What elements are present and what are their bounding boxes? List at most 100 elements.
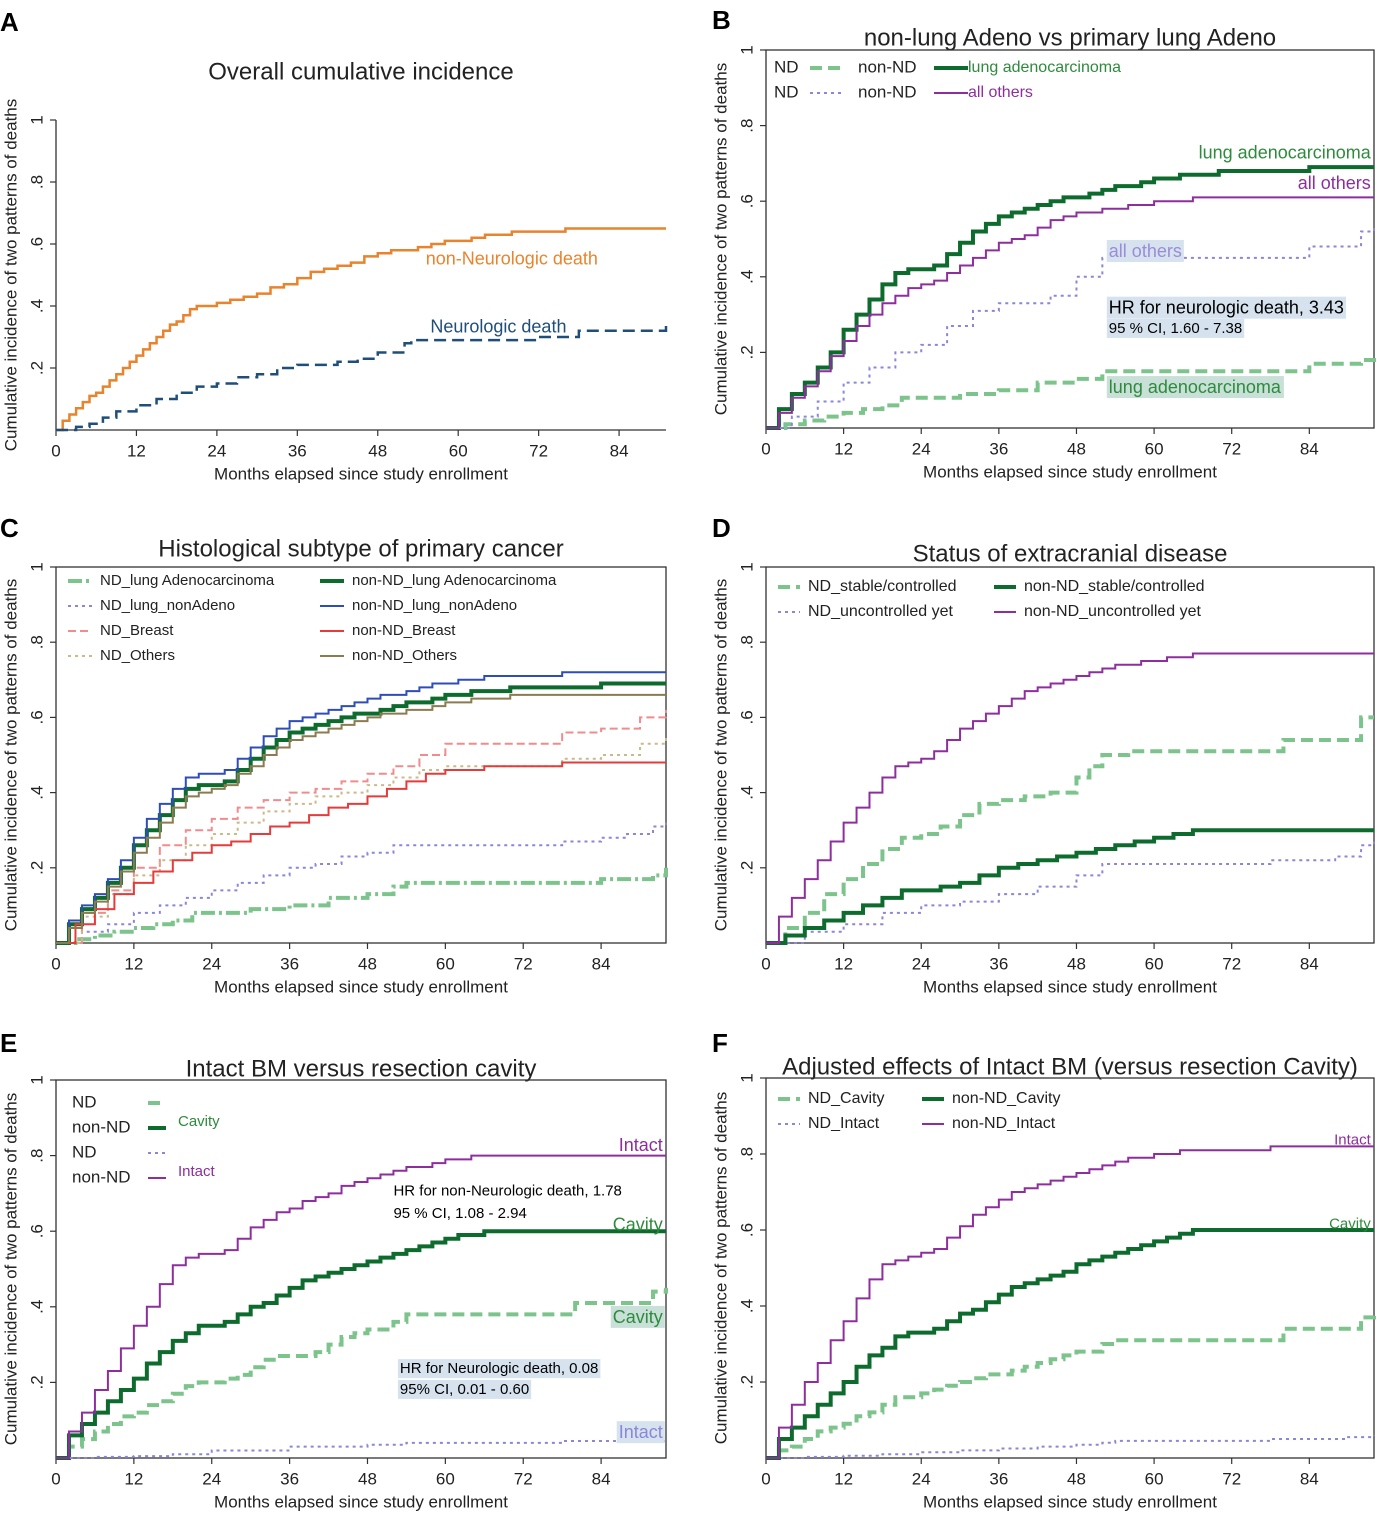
plot-frame	[765, 49, 1375, 429]
x-tick-label: 0	[761, 954, 770, 973]
series-line	[56, 1439, 667, 1459]
legend-label: ND_stable/controlled	[808, 578, 957, 595]
x-tick-label: 12	[124, 954, 143, 973]
x-tick-label: 48	[358, 954, 377, 973]
legend-label: non-ND_stable/controlled	[1024, 578, 1205, 595]
plot-frame	[765, 566, 1375, 944]
x-tick-label: 72	[1222, 439, 1241, 458]
legend-label: ND_Cavity	[808, 1090, 884, 1107]
x-tick-label: 36	[288, 441, 307, 460]
y-axis-label: Cumulative incidence of two patterns of …	[1, 1093, 20, 1445]
legend-label: ND_lung_nonAdeno	[100, 597, 235, 614]
legend-label: non-ND_lung Adenocarcinoma	[352, 572, 557, 589]
y-axis-label: Cumulative incidence of two patterns of …	[711, 579, 730, 931]
y-tick-label: .4	[27, 299, 46, 313]
series-line	[766, 1313, 1376, 1460]
series-line	[766, 1145, 1374, 1459]
legend-label: non-ND	[72, 1117, 131, 1136]
series-line	[766, 1435, 1375, 1459]
legend-label: ND	[72, 1092, 97, 1111]
y-tick-label: .4	[27, 786, 46, 800]
annotation-highlight	[397, 1379, 532, 1399]
legend-label: ND_Breast	[100, 622, 174, 639]
annotation: lung adenocarcinoma	[1199, 143, 1372, 163]
legend-label: non-ND_lung_nonAdeno	[352, 597, 517, 614]
legend-label: non-ND	[858, 82, 917, 101]
y-tick-label: .8	[27, 175, 46, 189]
series-line	[56, 324, 668, 432]
y-tick-label: 1	[737, 562, 756, 571]
plot-frame	[55, 1079, 667, 1459]
y-axis-label: Cumulative incidence of two patterns of …	[1, 579, 20, 931]
x-tick-label: 0	[51, 1469, 60, 1488]
y-tick-label: .2	[27, 361, 46, 375]
x-tick-label: 12	[834, 439, 853, 458]
x-tick-label: 48	[368, 441, 387, 460]
series-line	[56, 693, 666, 944]
series-line	[56, 1154, 666, 1459]
chart-title: Overall cumulative incidence	[208, 58, 513, 85]
annotation: Cavity	[1329, 1215, 1371, 1232]
x-tick-label: 24	[912, 954, 931, 973]
panel-letter: D	[712, 513, 731, 543]
x-tick-label: 12	[834, 954, 853, 973]
x-tick-label: 72	[1222, 954, 1241, 973]
chart-title: Intact BM versus resection cavity	[186, 1055, 537, 1082]
legend-label: ND	[72, 1142, 97, 1161]
plot-frame	[55, 566, 667, 944]
series-line	[56, 709, 667, 944]
x-tick-label: 0	[761, 1469, 770, 1488]
legend-group-label: Intact	[178, 1163, 216, 1180]
x-axis-label: Months elapsed since study enrollment	[214, 977, 508, 996]
legend-label: ND_lung Adenocarcinoma	[100, 572, 275, 589]
y-tick-label: .4	[27, 1300, 46, 1314]
legend-group-label: lung adenocarcinoma	[968, 59, 1121, 76]
y-tick-label: .4	[737, 1299, 756, 1313]
y-tick-label: .6	[27, 1224, 46, 1238]
annotation: non-Neurologic death	[426, 248, 598, 268]
annotation-highlight	[616, 1421, 665, 1444]
panel-d: D Status of extracranial disease 0 12 24 36 48…	[711, 513, 1375, 996]
annotation: 95 % CI, 1.60 - 7.38	[1109, 320, 1242, 337]
legend-label: non-ND_Others	[352, 647, 457, 664]
x-tick-label: 60	[436, 954, 455, 973]
panel-a: A Overall cumulative incidence 0 12 24 36 48 60…	[0, 7, 668, 483]
y-tick-label: 1	[27, 562, 46, 571]
x-tick-label: 36	[989, 439, 1008, 458]
series-line	[766, 196, 1374, 429]
x-tick-label: 12	[834, 1469, 853, 1488]
x-tick-label: 84	[1300, 954, 1319, 973]
legend-label: ND_Others	[100, 647, 175, 664]
x-tick-label: 84	[592, 1469, 611, 1488]
y-tick-label: 1	[27, 115, 46, 124]
x-tick-label: 84	[592, 954, 611, 973]
x-tick-label: 48	[1067, 1469, 1086, 1488]
series-line	[56, 1229, 666, 1460]
annotation: Intact	[619, 1135, 663, 1155]
x-tick-label: 0	[761, 439, 770, 458]
series-line	[766, 1228, 1374, 1460]
x-tick-label: 36	[280, 1469, 299, 1488]
x-axis-label: Months elapsed since study enrollment	[923, 1492, 1217, 1511]
y-axis-label: Cumulative incidence of two patterns of …	[711, 63, 730, 415]
series-line	[56, 681, 666, 945]
chart-title: Histological subtype of primary cancer	[158, 535, 564, 562]
x-axis-label: Months elapsed since study enrollment	[214, 1492, 508, 1511]
x-tick-label: 12	[124, 1469, 143, 1488]
legend-label: non-ND_Cavity	[952, 1090, 1060, 1107]
series-line	[56, 1287, 668, 1460]
annotation: Cavity	[613, 1214, 663, 1234]
y-tick-label: .6	[737, 710, 756, 724]
y-tick-label: .8	[27, 1149, 46, 1163]
plot-frame	[765, 1077, 1375, 1459]
y-tick-label: .6	[27, 237, 46, 251]
series-line	[56, 761, 666, 944]
annotation-highlight	[1106, 318, 1245, 338]
y-tick-label: 1	[737, 1073, 756, 1082]
annotation: HR for neurologic death, 3.43	[1109, 298, 1344, 318]
annotation: 95 % CI, 1.08 - 2.94	[393, 1205, 526, 1222]
annotation: Intact	[1334, 1132, 1372, 1149]
x-tick-label: 24	[912, 439, 931, 458]
series-line	[766, 227, 1375, 429]
